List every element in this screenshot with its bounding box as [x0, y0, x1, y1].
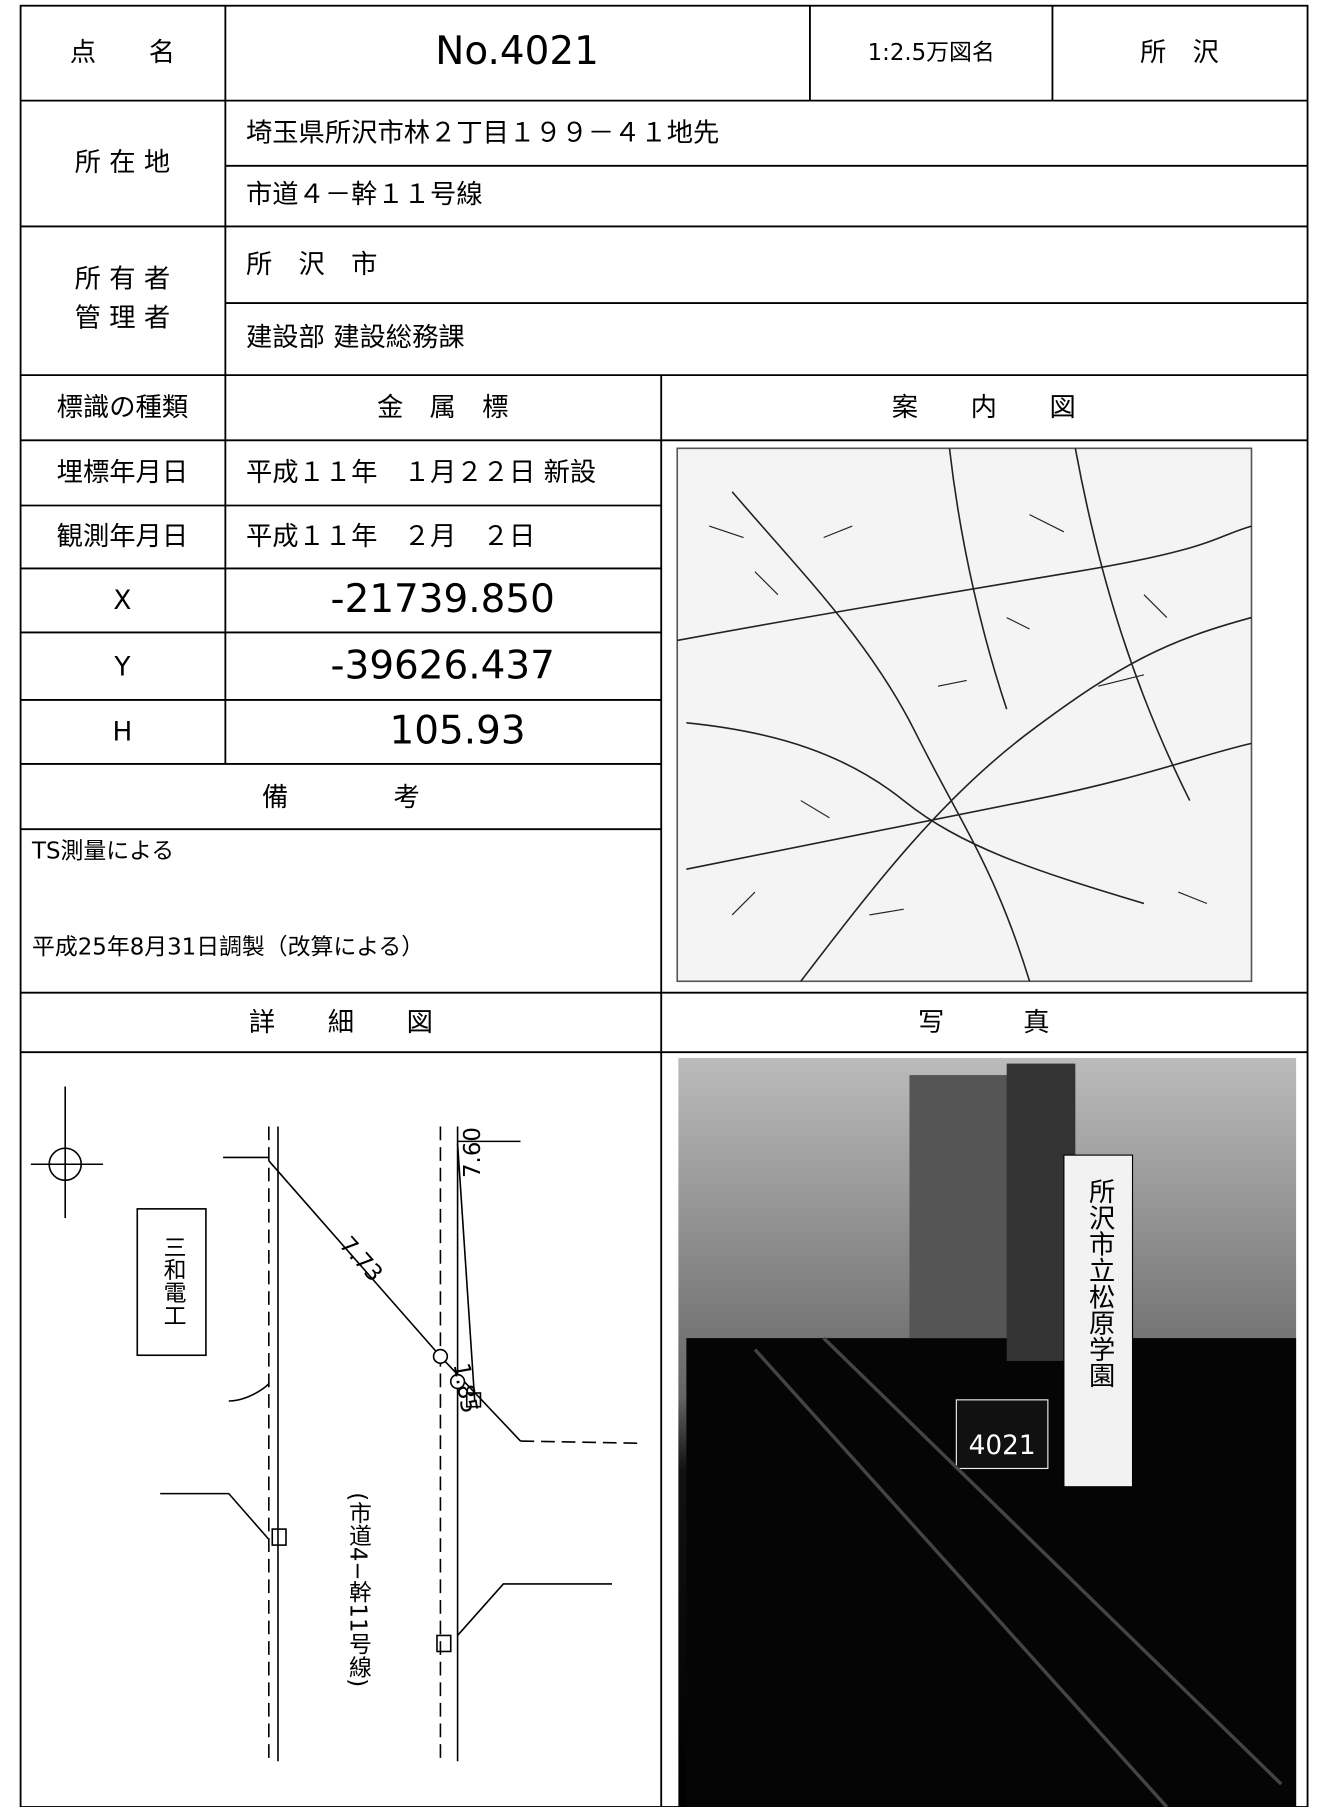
label: 所 有 者 — [75, 265, 171, 295]
label: H — [113, 718, 133, 748]
detail-diagram — [30, 1086, 641, 1762]
value: 平成１１年 １月２２日 新設 — [246, 458, 596, 488]
value: -21739.850 — [331, 577, 555, 622]
label: 管 理 者 — [75, 304, 171, 334]
label: 写 真 — [918, 1008, 1050, 1038]
label: 点 名 — [70, 38, 175, 68]
label: 観測年月日 — [57, 522, 189, 552]
label: 標識の種類 — [57, 393, 189, 423]
label: 案 内 図 — [892, 393, 1076, 423]
value: -39626.437 — [331, 643, 555, 688]
label: 詳 細 図 — [249, 1008, 433, 1038]
value: 埼玉県所沢市林２丁目１９９－４１地先 — [246, 118, 719, 148]
photo — [678, 1057, 1297, 1809]
value: 所 沢 — [1140, 38, 1219, 68]
label: 1:2.5万図名 — [868, 40, 995, 66]
grid — [19, 4, 1309, 1808]
value: 建設部 建設総務課 — [246, 323, 465, 353]
label: Y — [113, 652, 131, 682]
note: 平成25年8月31日調製（改算による） — [32, 935, 424, 961]
value: 105.93 — [390, 709, 526, 754]
label: 所 在 地 — [75, 148, 171, 178]
distance: 7.60 — [460, 1127, 486, 1178]
value: 平成１１年 ２月 ２日 — [246, 522, 535, 552]
road-label: (市道4−幹11号線) — [344, 1492, 371, 1687]
sign-text: 所沢市立松原学園 — [1084, 1178, 1115, 1388]
value: 所 沢 市 — [246, 250, 378, 280]
value: 金 属 標 — [377, 393, 509, 423]
label: 埋標年月日 — [57, 458, 189, 488]
distance: 1.85 — [448, 1361, 482, 1416]
plate-text: 4021 — [969, 1431, 1036, 1461]
distance: 7.73 — [334, 1232, 387, 1287]
note: TS測量による — [31, 839, 174, 865]
label: 備 考 — [262, 783, 420, 813]
value: 市道４－幹１１号線 — [246, 180, 483, 210]
label: X — [113, 586, 131, 616]
building-label: 三和電工 — [159, 1235, 186, 1326]
guide-map — [676, 447, 1253, 983]
point-number: No.4021 — [435, 29, 599, 74]
